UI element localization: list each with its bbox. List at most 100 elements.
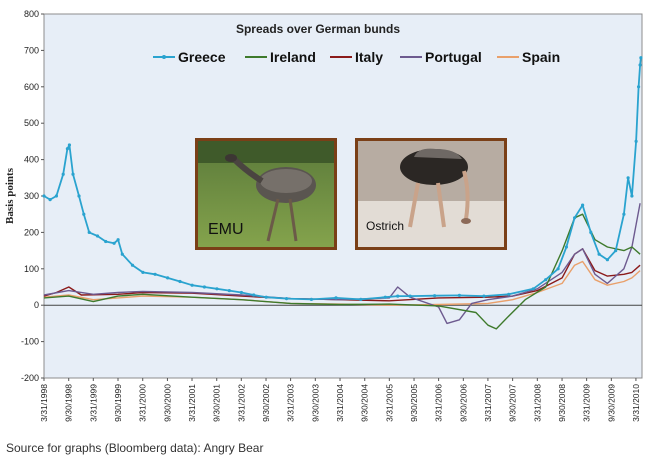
greece-point bbox=[104, 239, 108, 244]
x-tick-label: 3/31/2003 bbox=[286, 384, 296, 422]
y-tick-label: 200 bbox=[24, 227, 39, 237]
emu-illustration bbox=[198, 141, 334, 247]
greece-point bbox=[42, 194, 46, 198]
x-tick-label: 3/31/1999 bbox=[88, 384, 98, 422]
plot-area bbox=[43, 13, 643, 379]
y-tick-label: -200 bbox=[21, 373, 39, 383]
x-tick-label: 3/31/2009 bbox=[582, 384, 592, 422]
greece-point bbox=[178, 279, 182, 284]
y-tick-label: 0 bbox=[34, 300, 39, 310]
legend-label-greece: Greece bbox=[178, 49, 226, 65]
greece-point bbox=[573, 216, 577, 220]
x-tick-label: 3/31/2006 bbox=[434, 384, 444, 422]
x-axis: 3/31/1998 9/30/1998 3/31/1999 9/30/1999 3/31… bbox=[39, 378, 641, 422]
greece-point bbox=[408, 294, 412, 298]
greece-point bbox=[639, 56, 643, 60]
x-tick-label: 3/31/1998 bbox=[39, 384, 49, 422]
greece-point bbox=[605, 258, 610, 262]
x-tick-label: 3/31/2001 bbox=[187, 384, 197, 422]
greece-point bbox=[581, 203, 585, 207]
legend: Greece Ireland Italy Portugal Spain bbox=[153, 49, 560, 65]
x-tick-label: 3/31/2002 bbox=[236, 384, 246, 422]
greece-point bbox=[630, 194, 634, 198]
greece-point bbox=[309, 297, 313, 301]
greece-point bbox=[556, 267, 560, 271]
greece-point bbox=[95, 234, 100, 238]
greece-point bbox=[141, 270, 145, 274]
legend-label-spain: Spain bbox=[522, 49, 560, 65]
greece-point bbox=[48, 198, 52, 202]
x-tick-label: 9/30/1998 bbox=[64, 384, 74, 422]
greece-point bbox=[564, 245, 569, 249]
greece-point bbox=[626, 176, 630, 180]
greece-point bbox=[120, 252, 124, 256]
greece-point bbox=[507, 292, 511, 296]
greece-point bbox=[61, 172, 65, 176]
greece-point bbox=[589, 230, 593, 234]
greece-point bbox=[531, 287, 535, 291]
emu-label: EMU bbox=[208, 221, 244, 238]
series-line-ireland bbox=[43, 213, 641, 330]
greece-point bbox=[597, 252, 601, 256]
greece-point bbox=[614, 249, 618, 253]
greece-point bbox=[77, 194, 81, 198]
greece-point bbox=[622, 212, 626, 216]
greece-point bbox=[634, 139, 638, 143]
greece-point bbox=[284, 297, 289, 301]
ostrich-illustration bbox=[358, 141, 504, 247]
x-tick-label: 3/31/2004 bbox=[335, 384, 345, 422]
y-axis-label: Basis points bbox=[4, 167, 16, 224]
legend-marker-greece bbox=[162, 55, 166, 59]
greece-point bbox=[71, 172, 75, 176]
greece-point bbox=[433, 294, 437, 298]
greece-point bbox=[153, 272, 157, 276]
greece-point bbox=[227, 289, 231, 293]
x-tick-label: 9/30/2009 bbox=[606, 384, 616, 422]
greece-point bbox=[638, 63, 642, 67]
x-tick-label: 3/31/2000 bbox=[138, 384, 148, 422]
greece-point bbox=[202, 285, 206, 289]
legend-label-italy: Italy bbox=[355, 49, 383, 65]
greece-point bbox=[67, 143, 71, 147]
series-lines bbox=[42, 56, 643, 330]
x-tick-label: 9/30/1999 bbox=[113, 384, 123, 422]
y-tick-label: 300 bbox=[24, 191, 39, 201]
series-line-italy bbox=[43, 248, 641, 302]
source-note: Source for graphs (Bloomberg data): Angr… bbox=[6, 441, 264, 455]
greece-point bbox=[482, 294, 486, 298]
chart-title: Spreads over German bunds bbox=[236, 22, 400, 36]
x-tick-label: 9/30/2002 bbox=[261, 384, 271, 422]
y-tick-label: 800 bbox=[24, 9, 39, 19]
greece-point bbox=[65, 147, 69, 151]
x-tick-label: 3/31/2007 bbox=[483, 384, 493, 422]
x-tick-label: 9/30/2005 bbox=[409, 384, 419, 422]
greece-point bbox=[637, 85, 641, 89]
greece-point bbox=[457, 293, 461, 297]
greece-point bbox=[359, 297, 363, 301]
y-tick-label: 400 bbox=[24, 155, 39, 165]
x-tick-label: 9/30/2008 bbox=[557, 384, 567, 422]
y-axis: -200 -100 0 100 200 300 400 500 600 700 800 bbox=[21, 9, 642, 383]
x-tick-label: 9/30/2006 bbox=[458, 384, 468, 422]
x-tick-label: 9/30/2004 bbox=[360, 384, 370, 422]
y-tick-label: 100 bbox=[24, 264, 39, 274]
series-line-portugal bbox=[43, 203, 641, 325]
greece-point bbox=[112, 241, 116, 245]
greece-point bbox=[264, 295, 268, 299]
greece-point bbox=[130, 263, 135, 267]
x-tick-label: 9/30/2001 bbox=[212, 384, 222, 422]
greece-point bbox=[239, 290, 243, 295]
greece-point bbox=[215, 287, 219, 291]
greece-point bbox=[54, 194, 59, 198]
greece-point bbox=[87, 230, 91, 234]
x-tick-label: 3/31/2005 bbox=[384, 384, 394, 422]
greece-point bbox=[166, 276, 170, 280]
greece-point bbox=[82, 212, 86, 216]
emu-photo: EMU bbox=[195, 138, 337, 250]
x-tick-label: 3/31/2010 bbox=[631, 384, 641, 422]
ostrich-label: Ostrich bbox=[366, 219, 405, 233]
ostrich-photo: Ostrich bbox=[355, 138, 507, 250]
y-tick-label: -100 bbox=[21, 337, 39, 347]
y-tick-label: 700 bbox=[24, 45, 39, 55]
